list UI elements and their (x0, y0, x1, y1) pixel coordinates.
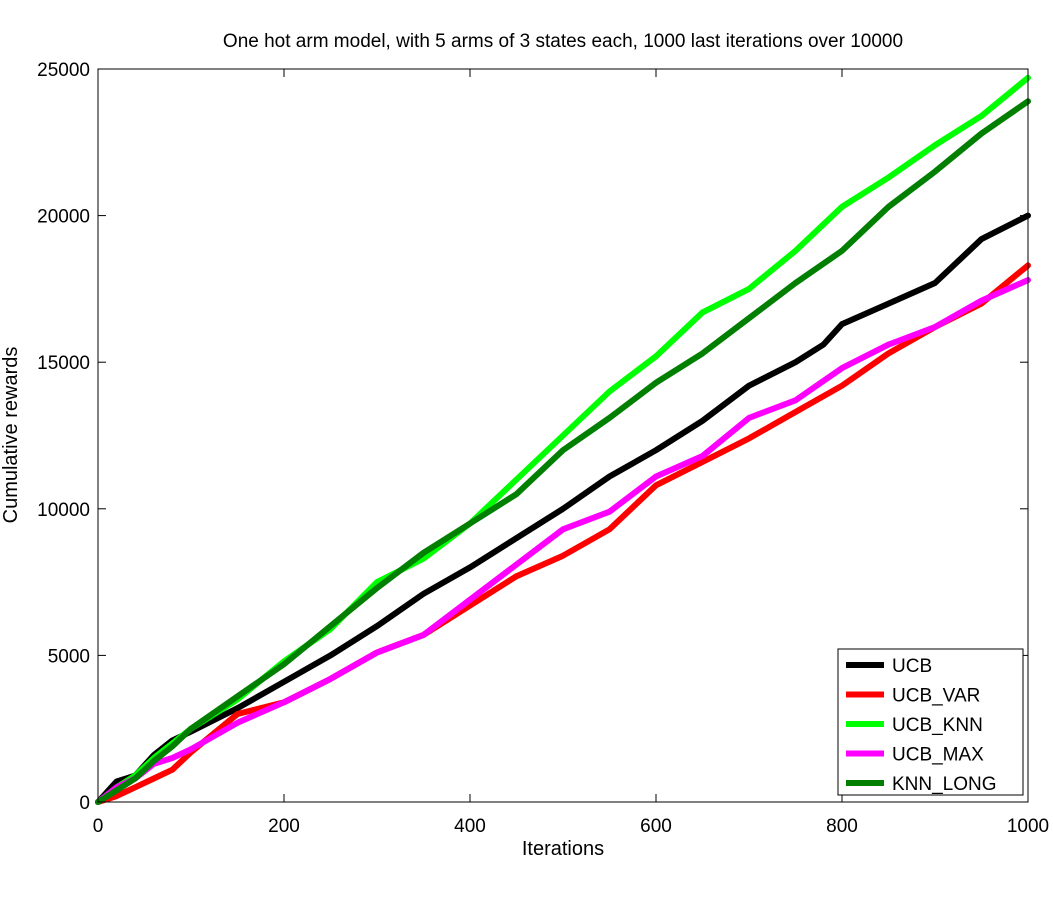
series-line-ucb-max (95, 277, 1031, 805)
axis-ticks: 0 200 400 600 800 100005000100001500020000250… (37, 60, 1049, 837)
y-tick-label: 0 (79, 793, 90, 814)
series-line-knn-long (95, 98, 1031, 805)
y-tick-label: 20000 (37, 207, 90, 228)
chart-title: One hot arm model, with 5 arms of 3 stat… (223, 31, 903, 52)
legend-label: UCB_VAR (892, 686, 980, 707)
legend-label: UCB_KNN (892, 715, 983, 736)
x-tick-label: 0 (93, 816, 104, 837)
x-tick-label: 400 (454, 816, 486, 837)
y-tick-label: 10000 (37, 500, 90, 521)
x-axis-label: Iterations (522, 838, 604, 860)
series-line-ucb-var (95, 262, 1031, 805)
x-tick-label: 1000 (1007, 816, 1049, 837)
y-tick-label: 15000 (37, 353, 90, 374)
y-tick-label: 5000 (48, 646, 90, 667)
legend-label: UCB_MAX (892, 745, 984, 766)
plot-frame (97, 68, 1029, 803)
y-axis-label: Cumulative rewards (0, 347, 22, 524)
y-tick-label: 25000 (37, 60, 90, 81)
legend: UCB UCB_VAR UCB_KNN UCB_MAX KNN_LONG (837, 648, 1024, 796)
series-lines (95, 74, 1031, 805)
x-tick-label: 200 (268, 816, 300, 837)
legend-label: UCB (892, 656, 932, 677)
x-tick-label: 600 (640, 816, 672, 837)
x-tick-label: 800 (826, 816, 858, 837)
legend-label: KNN_LONG (892, 774, 997, 795)
